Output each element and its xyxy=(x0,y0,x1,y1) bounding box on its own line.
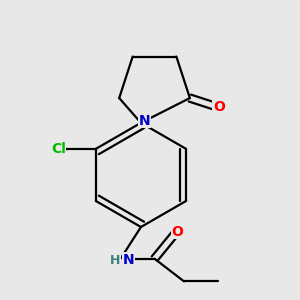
Text: O: O xyxy=(213,100,225,114)
Text: N: N xyxy=(139,114,150,128)
Text: N: N xyxy=(123,253,134,267)
Text: O: O xyxy=(171,224,183,239)
Text: H: H xyxy=(110,254,120,267)
Text: Cl: Cl xyxy=(51,142,66,156)
